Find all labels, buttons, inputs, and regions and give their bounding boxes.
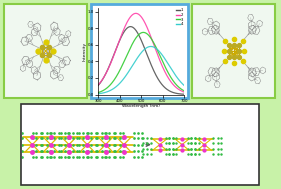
FancyBboxPatch shape xyxy=(192,4,275,98)
FancyBboxPatch shape xyxy=(4,4,87,98)
FancyBboxPatch shape xyxy=(21,104,259,185)
FancyBboxPatch shape xyxy=(91,4,188,98)
